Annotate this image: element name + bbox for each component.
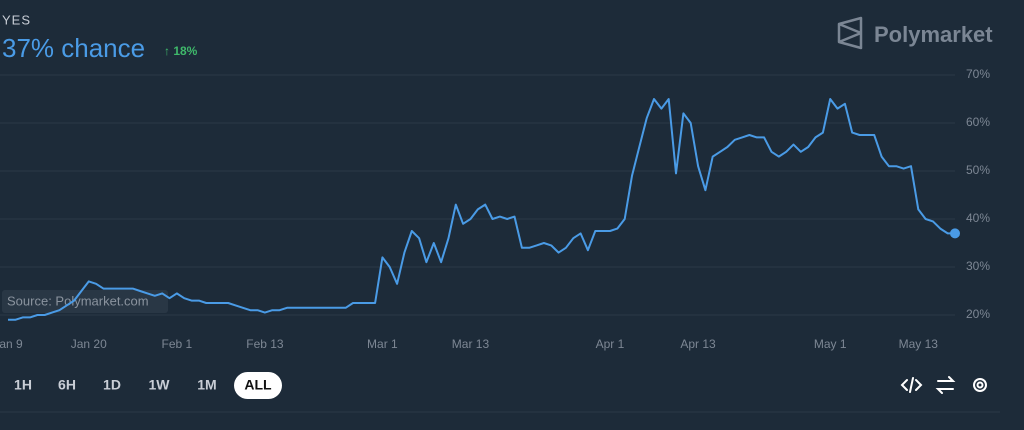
y-tick-label: 30% [966,259,990,273]
brand-name: Polymarket [874,22,993,47]
x-tick-label: May 1 [814,337,847,351]
last-point [950,228,960,239]
change: ↑ 18% [164,44,198,58]
x-tick-label: Mar 13 [452,337,490,351]
x-tick-label: Apr 1 [596,337,625,351]
brand-logo [837,16,863,50]
source-text: Source: Polymarket.com [7,293,149,308]
source-badge: Source: Polymarket.com [2,290,168,313]
y-tick-label: 20% [966,307,990,321]
y-tick-label: 60% [966,115,990,129]
range-button[interactable]: 1H [14,377,32,393]
swap-icon[interactable] [935,376,956,394]
range-button[interactable]: 1M [197,377,216,393]
x-tick-label: Jan 20 [71,337,107,351]
y-tick-label: 50% [966,163,990,177]
x-tick-label: Feb 1 [162,337,193,351]
outcome-label: YES [2,12,31,27]
x-tick-label: Apr 13 [680,337,716,351]
range-button[interactable]: ALL [244,377,272,393]
range-button[interactable]: 6H [58,377,76,393]
price-line [8,98,955,321]
y-tick-label: 70% [966,67,990,81]
x-tick-label: May 13 [899,337,939,351]
y-tick-label: 40% [966,211,990,225]
embed-icon[interactable] [900,377,923,393]
x-tick-label: Jan 9 [0,337,23,351]
range-button[interactable]: 1W [149,377,171,393]
range-button[interactable]: 1D [103,377,121,393]
settings-icon[interactable] [973,378,987,392]
chance: 37% chance [2,33,145,63]
x-tick-label: Feb 13 [246,337,284,351]
x-tick-label: Mar 1 [367,337,398,351]
range-pill[interactable] [234,372,282,399]
source-box [2,290,168,313]
